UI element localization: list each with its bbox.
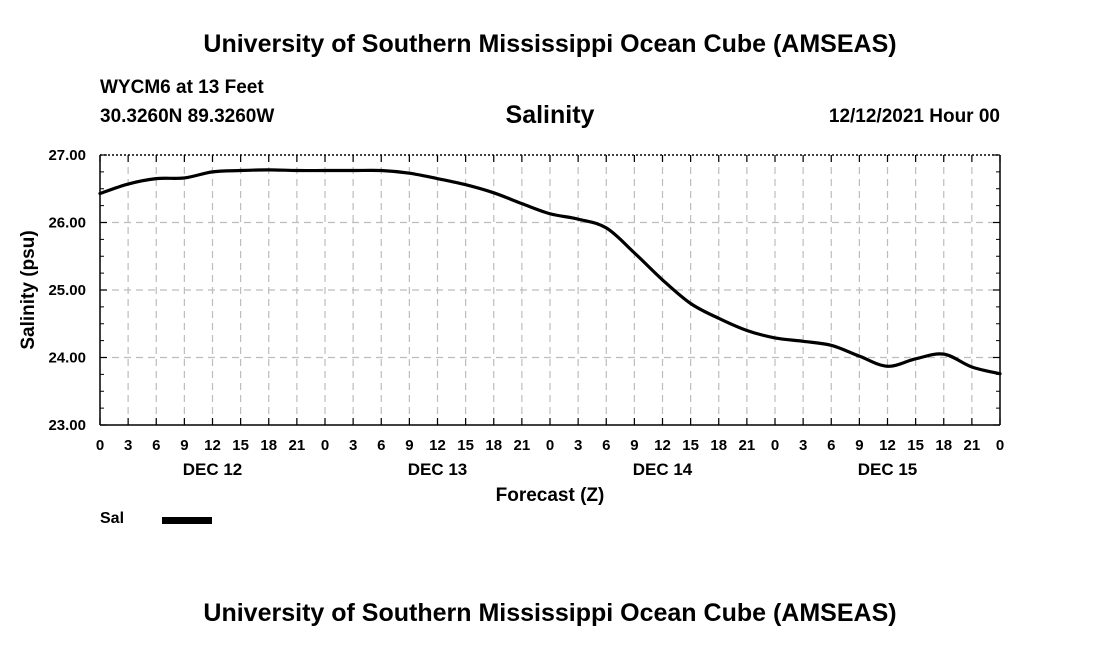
day-label: DEC 14: [633, 460, 693, 479]
day-label: DEC 13: [408, 460, 468, 479]
x-tick-label: 15: [682, 437, 699, 454]
x-tick-label: 15: [457, 437, 474, 454]
x-tick-label: 18: [485, 437, 502, 454]
x-tick-label: 21: [514, 437, 531, 454]
footer-title: University of Southern Mississippi Ocean…: [203, 599, 897, 627]
x-tick-label: 6: [602, 437, 610, 454]
x-tick-label: 3: [799, 437, 807, 454]
x-tick-label: 6: [377, 437, 385, 454]
x-tick-label: 0: [546, 437, 554, 454]
y-axis-title: Salinity (psu): [18, 230, 39, 349]
x-tick-label: 12: [654, 437, 671, 454]
y-tick-label: 27.00: [48, 147, 86, 164]
x-tick-label: 21: [964, 437, 981, 454]
x-tick-label: 12: [879, 437, 896, 454]
day-label: DEC 12: [183, 460, 243, 479]
x-tick-label: 9: [855, 437, 863, 454]
x-tick-label: 9: [180, 437, 188, 454]
legend-swatch: [162, 517, 212, 524]
x-tick-label: 6: [827, 437, 835, 454]
x-tick-label: 15: [907, 437, 924, 454]
x-tick-label: 15: [232, 437, 249, 454]
x-tick-label: 3: [124, 437, 132, 454]
legend-label: Sal: [100, 510, 125, 527]
x-tick-label: 9: [630, 437, 638, 454]
y-tick-label: 24.00: [48, 350, 86, 367]
grid: [100, 155, 1000, 425]
x-axis-title: Forecast (Z): [496, 485, 605, 506]
x-tick-label: 18: [710, 437, 727, 454]
y-tick-label: 25.00: [48, 282, 86, 299]
x-tick-label: 0: [996, 437, 1004, 454]
x-tick-label: 21: [739, 437, 756, 454]
x-tick-label: 9: [405, 437, 413, 454]
day-label: DEC 15: [858, 460, 918, 479]
y-tick-label: 26.00: [48, 215, 86, 232]
x-tick-label: 12: [204, 437, 221, 454]
chart-title: Salinity: [505, 101, 595, 129]
series: [98, 168, 1002, 376]
x-tick-label: 3: [349, 437, 357, 454]
x-tick-label: 0: [321, 437, 329, 454]
page-title: University of Southern Mississippi Ocean…: [203, 30, 897, 58]
x-tick-label: 6: [152, 437, 160, 454]
axis-labels: 0 3 6 9 12 15 18 21 0 3 6 9 12 15 18 21 0 3 6 9 12 15 18 21 0 3 6 9…: [18, 147, 1004, 506]
x-tick-label: 18: [260, 437, 277, 454]
x-tick-label: 0: [96, 437, 104, 454]
x-tick-label: 18: [935, 437, 952, 454]
station-coordinates: 30.3260N 89.3260W: [100, 106, 275, 127]
salinity-series-line: [98, 168, 1002, 376]
axes: [99, 154, 1001, 426]
x-tick-label: 3: [574, 437, 582, 454]
x-tick-label: 21: [289, 437, 306, 454]
x-tick-label: 12: [429, 437, 446, 454]
y-tick-label: 23.00: [48, 417, 86, 434]
station-name: WYCM6 at 13 Feet: [100, 77, 264, 98]
forecast-datetime: 12/12/2021 Hour 00: [828, 106, 1000, 127]
x-tick-label: 0: [771, 437, 779, 454]
